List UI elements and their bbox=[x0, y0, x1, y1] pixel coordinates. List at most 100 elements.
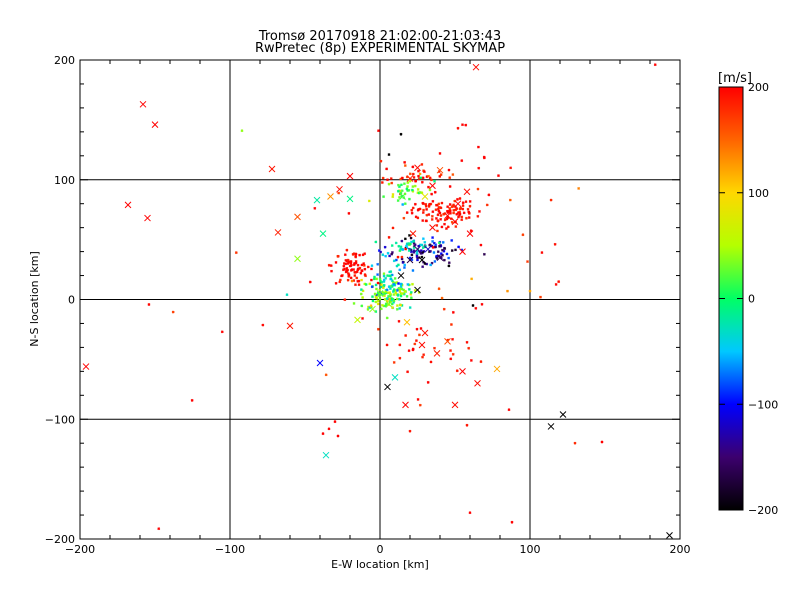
data-dot bbox=[386, 295, 390, 298]
data-dot bbox=[417, 174, 420, 178]
data-dot bbox=[383, 297, 387, 301]
data-dot bbox=[384, 302, 388, 306]
data-dot bbox=[355, 270, 359, 274]
data-dot bbox=[397, 297, 401, 301]
cross-point bbox=[316, 359, 324, 367]
data-dot bbox=[451, 173, 455, 177]
x-tick-label: 200 bbox=[670, 543, 691, 556]
cross-point bbox=[354, 316, 361, 324]
cross-point bbox=[472, 63, 480, 71]
data-dot bbox=[388, 254, 392, 258]
data-dot bbox=[482, 155, 486, 159]
data-dot bbox=[398, 290, 402, 294]
data-dot bbox=[467, 346, 471, 350]
data-dot bbox=[458, 207, 462, 211]
data-dot bbox=[363, 282, 367, 286]
data-dot bbox=[401, 203, 405, 206]
data-dot bbox=[394, 241, 398, 245]
data-dot bbox=[432, 241, 436, 245]
data-dot bbox=[434, 245, 438, 249]
data-dot bbox=[387, 182, 391, 186]
data-dot bbox=[352, 301, 356, 305]
data-dot bbox=[440, 248, 444, 252]
data-dot bbox=[433, 179, 436, 183]
data-dot bbox=[441, 240, 445, 244]
cross-point bbox=[474, 379, 481, 387]
data-dot bbox=[442, 212, 446, 216]
data-dot bbox=[405, 187, 409, 191]
data-dot bbox=[425, 213, 429, 217]
data-dot bbox=[382, 195, 386, 199]
data-dot bbox=[392, 282, 396, 286]
data-dot bbox=[446, 205, 450, 209]
data-dot bbox=[324, 373, 328, 377]
data-dot bbox=[423, 262, 427, 265]
data-dot bbox=[361, 289, 365, 293]
cross-point bbox=[286, 322, 294, 330]
data-dot bbox=[653, 63, 657, 67]
data-dot bbox=[147, 303, 151, 306]
cross-point bbox=[433, 350, 441, 357]
cross-point bbox=[151, 121, 159, 129]
data-dot bbox=[450, 238, 454, 242]
data-dot bbox=[390, 252, 394, 256]
cross-point bbox=[403, 318, 411, 326]
data-dot bbox=[497, 174, 500, 178]
data-dot bbox=[391, 192, 395, 196]
data-dot bbox=[431, 199, 435, 203]
data-dot bbox=[341, 268, 345, 272]
data-dot bbox=[360, 304, 364, 308]
data-dot bbox=[450, 220, 454, 224]
data-dot bbox=[464, 123, 468, 127]
cross-point bbox=[436, 166, 444, 174]
data-dot bbox=[420, 191, 424, 195]
data-dot bbox=[417, 333, 421, 337]
data-dot bbox=[402, 266, 406, 270]
data-dot bbox=[388, 297, 391, 301]
data-dot bbox=[410, 253, 414, 257]
data-dot bbox=[450, 249, 454, 253]
data-dot bbox=[485, 203, 489, 207]
data-dot bbox=[469, 358, 473, 362]
data-dot bbox=[526, 260, 529, 264]
data-dot bbox=[391, 226, 395, 230]
data-dot bbox=[406, 181, 410, 185]
cross-point bbox=[424, 245, 432, 253]
data-dot bbox=[374, 283, 378, 287]
data-dot bbox=[468, 204, 472, 208]
data-dot bbox=[442, 258, 446, 262]
data-dot bbox=[428, 176, 432, 180]
data-dot bbox=[407, 349, 411, 353]
data-dot bbox=[506, 289, 509, 293]
data-dot bbox=[261, 323, 265, 327]
data-dot bbox=[478, 209, 481, 213]
data-dot bbox=[466, 207, 470, 211]
data-dot bbox=[443, 218, 447, 222]
data-dot bbox=[509, 166, 513, 170]
data-dot bbox=[366, 265, 370, 269]
data-dot bbox=[431, 245, 435, 249]
data-dot bbox=[440, 296, 444, 300]
data-dot bbox=[435, 229, 439, 233]
data-dot bbox=[374, 300, 378, 304]
data-dot bbox=[364, 283, 368, 286]
data-dot bbox=[345, 248, 349, 252]
data-points bbox=[82, 63, 673, 539]
data-dot bbox=[401, 248, 405, 251]
data-dot bbox=[422, 208, 426, 212]
data-dot bbox=[447, 264, 451, 268]
data-dot bbox=[469, 229, 473, 233]
data-dot bbox=[456, 197, 459, 201]
data-dot bbox=[419, 176, 423, 180]
data-dot bbox=[404, 334, 408, 337]
data-dot bbox=[458, 197, 462, 200]
data-dot bbox=[424, 202, 428, 206]
data-dot bbox=[359, 271, 363, 275]
data-dot bbox=[553, 242, 557, 246]
data-dot bbox=[449, 323, 453, 326]
data-dot bbox=[418, 207, 422, 211]
data-dot bbox=[447, 256, 451, 260]
data-dot bbox=[427, 203, 431, 207]
data-dot bbox=[359, 288, 363, 292]
data-dot bbox=[428, 188, 432, 192]
